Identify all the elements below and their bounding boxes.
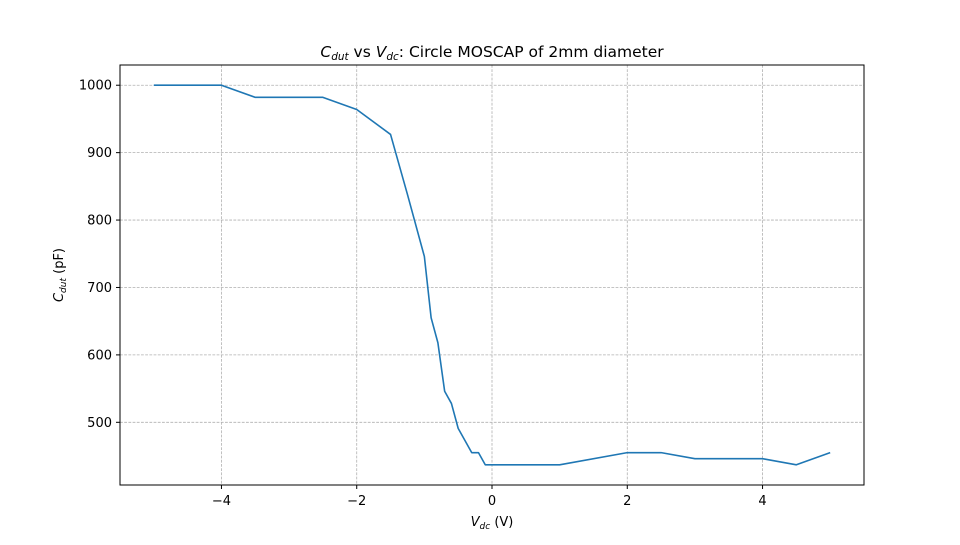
title-rest: : Circle MOSCAP of 2mm diameter bbox=[399, 43, 664, 61]
x-tick-label: 4 bbox=[758, 494, 766, 509]
x-label-main: V bbox=[471, 515, 481, 530]
title-c-main: C bbox=[320, 43, 331, 61]
x-axis-label: Vdc (V) bbox=[471, 515, 514, 532]
y-label-unit: (pF) bbox=[52, 248, 67, 278]
series-layer bbox=[153, 84, 831, 466]
y-label-main: C bbox=[52, 292, 67, 302]
title-mid: vs bbox=[349, 43, 376, 61]
x-tick-label: 2 bbox=[623, 494, 631, 509]
series-line bbox=[153, 84, 831, 466]
y-tick-label: 1000 bbox=[79, 79, 112, 94]
y-axis-label: Cdut (pF) bbox=[52, 248, 69, 302]
x-label-sub: dc bbox=[480, 522, 491, 532]
y-tick-label: 800 bbox=[87, 214, 112, 229]
x-label-unit: (V) bbox=[490, 515, 513, 530]
title-v-sub: dc bbox=[386, 51, 399, 63]
x-tick-label: 0 bbox=[488, 494, 496, 509]
y-label-sub: dut bbox=[59, 278, 69, 293]
x-tick-label: −2 bbox=[347, 494, 366, 509]
y-tick-label: 500 bbox=[87, 416, 112, 431]
title-c-sub: dut bbox=[331, 51, 349, 63]
chart-title: Cdut vs Vdc: Circle MOSCAP of 2mm diamet… bbox=[320, 43, 664, 63]
title-v-main: V bbox=[376, 43, 388, 61]
y-tick-label: 900 bbox=[87, 146, 112, 161]
grid bbox=[120, 65, 864, 485]
x-tick-label: −4 bbox=[212, 494, 231, 509]
axis-ticks: −4 −2 0 2 4 500 600 700 800 900 1000 bbox=[79, 79, 767, 509]
y-tick-label: 700 bbox=[87, 281, 112, 296]
y-tick-label: 600 bbox=[87, 348, 112, 363]
